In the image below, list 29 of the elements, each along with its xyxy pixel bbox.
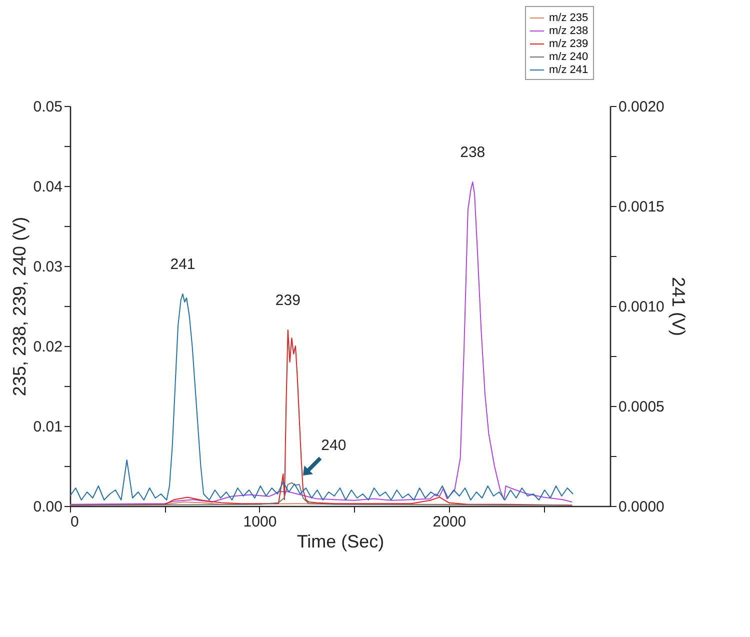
line-series <box>70 182 573 505</box>
annotation: 240 <box>321 436 346 454</box>
y2-tick-label: 0.0010 <box>618 298 664 316</box>
y-axis-title: 235, 238, 239, 240 (V) <box>9 216 30 396</box>
line-series <box>70 294 574 500</box>
x-axis-title: Time (Sec) <box>296 532 384 552</box>
annotation: 241 <box>170 256 196 273</box>
line-series <box>70 482 573 506</box>
x-tick-label: 1000 <box>243 514 277 530</box>
legend-label: m/z 241 <box>549 64 588 76</box>
y-tick-label: 0.00 <box>33 498 62 516</box>
legend-label: m/z 240 <box>549 51 588 63</box>
legend-label: m/z 235 <box>549 12 588 24</box>
legend-label: m/z 239 <box>549 38 588 50</box>
annotation: 239 <box>275 292 300 309</box>
x-tick-label: 0 <box>70 514 79 530</box>
y2-tick-label: 0.0015 <box>618 198 664 216</box>
y-tick-label: 0.05 <box>33 98 62 116</box>
y-tick-label: 0.03 <box>33 258 62 276</box>
y2-tick-label: 0.0000 <box>618 498 664 516</box>
y2-tick-label: 0.0005 <box>618 398 664 416</box>
y-tick-label: 0.01 <box>33 418 62 436</box>
x-tick-label: 2000 <box>432 514 466 530</box>
annotation: 238 <box>460 144 486 161</box>
y2-axis-title: 241 (V) <box>668 276 688 336</box>
y2-tick-label: 0.0020 <box>618 98 664 116</box>
legend-label: m/z 238 <box>549 25 588 37</box>
y-tick-label: 0.04 <box>33 178 62 196</box>
y-tick-label: 0.02 <box>33 338 62 356</box>
